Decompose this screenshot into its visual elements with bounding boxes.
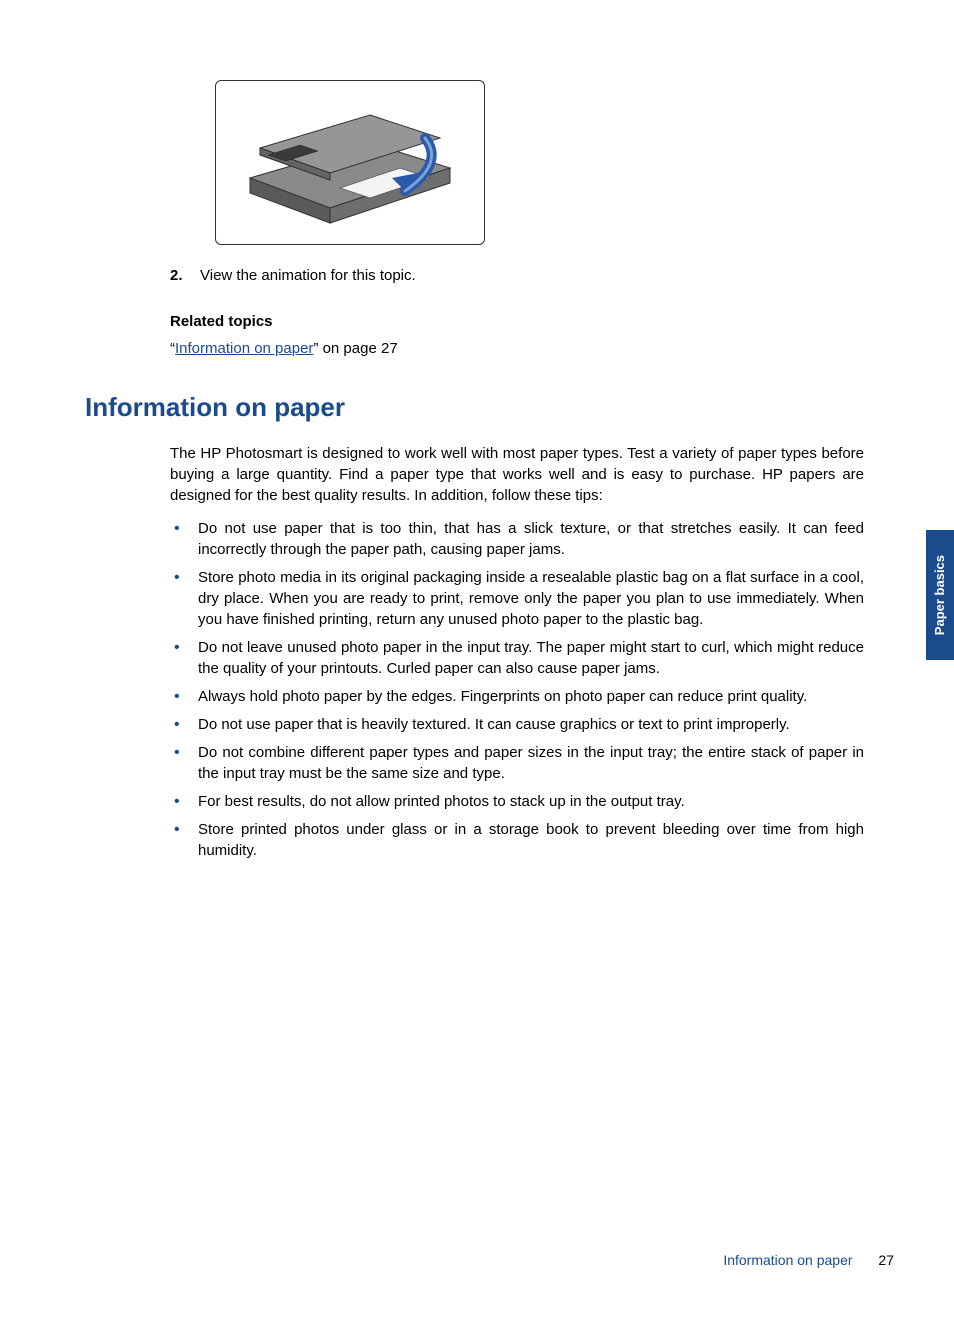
- list-item: Store printed photos under glass or in a…: [170, 819, 864, 861]
- list-item: Do not combine different paper types and…: [170, 742, 864, 784]
- step-text: View the animation for this topic.: [200, 265, 416, 286]
- step-number: 2.: [170, 265, 200, 286]
- list-item: Always hold photo paper by the edges. Fi…: [170, 686, 864, 707]
- list-item: Do not leave unused photo paper in the i…: [170, 637, 864, 679]
- list-item: Store photo media in its original packag…: [170, 567, 864, 630]
- list-item: Do not use paper that is heavily texture…: [170, 714, 864, 735]
- printer-illustration: [215, 80, 485, 245]
- related-topics-heading: Related topics: [170, 311, 894, 332]
- footer-title: Information on paper: [723, 1252, 852, 1268]
- printer-icon: [230, 93, 470, 233]
- list-item: Do not use paper that is too thin, that …: [170, 518, 864, 560]
- tips-list: Do not use paper that is too thin, that …: [170, 518, 864, 861]
- section-heading: Information on paper: [85, 389, 894, 425]
- manual-page: 2. View the animation for this topic. Re…: [0, 0, 954, 928]
- chapter-tab: Paper basics: [926, 530, 954, 660]
- footer-page-number: 27: [878, 1252, 894, 1268]
- step-item: 2. View the animation for this topic.: [170, 265, 894, 286]
- xref-link[interactable]: Information on paper: [175, 340, 313, 357]
- xref-suffix: ” on page 27: [313, 340, 397, 357]
- related-topics-xref: “Information on paper” on page 27: [170, 338, 894, 359]
- page-footer: Information on paper 27: [723, 1251, 894, 1271]
- chapter-tab-label: Paper basics: [931, 555, 949, 635]
- related-topics: Related topics “Information on paper” on…: [170, 311, 894, 359]
- list-item: For best results, do not allow printed p…: [170, 791, 864, 812]
- section-intro: The HP Photosmart is designed to work we…: [170, 443, 864, 506]
